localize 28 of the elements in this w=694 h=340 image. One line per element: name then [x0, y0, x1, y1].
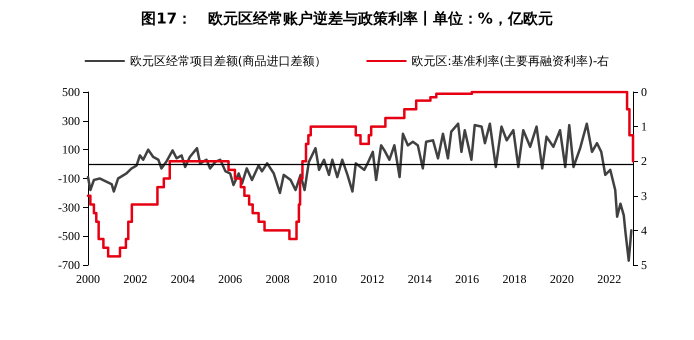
x-tick-label: 2020 — [550, 272, 574, 286]
y2-tick-label: 1 — [641, 120, 647, 134]
legend-label: 欧元区:基准利率(主要再融资利率)-右 — [411, 54, 610, 68]
x-tick-label: 2002 — [123, 272, 148, 286]
y2-tick-label: 5 — [641, 258, 647, 272]
x-tick-label: 2012 — [360, 272, 384, 286]
x-tick-label: 2018 — [502, 272, 527, 286]
legend-label: 欧元区经常项目差额(商品进口差额） — [130, 54, 326, 68]
x-tick-label: 2006 — [218, 272, 242, 286]
x-tick-label: 2014 — [408, 272, 432, 286]
y2-tick-label: 3 — [641, 188, 647, 203]
y2-tick-label: 0 — [641, 85, 647, 99]
y-tick-label: -500 — [58, 229, 80, 244]
x-tick-label: 2022 — [597, 272, 622, 286]
y-tick-label: -300 — [58, 200, 80, 214]
x-tick-label: 2016 — [455, 272, 480, 286]
chart-title: 图17： 欧元区经常账户逆差与政策利率丨单位：%，亿欧元 — [141, 10, 553, 28]
y-tick-label: -700 — [58, 258, 80, 272]
y-tick-label: 500 — [62, 85, 80, 99]
y-tick-label: -100 — [58, 172, 80, 186]
y-tick-label: 100 — [62, 142, 80, 157]
y-tick-label: 300 — [62, 114, 80, 128]
x-tick-label: 2010 — [312, 272, 337, 286]
x-tick-label: 2000 — [76, 272, 100, 286]
y2-tick-label: 4 — [641, 223, 647, 238]
x-tick-label: 2008 — [266, 272, 290, 286]
y2-tick-label: 2 — [641, 154, 647, 168]
x-tick-label: 2004 — [170, 272, 195, 286]
